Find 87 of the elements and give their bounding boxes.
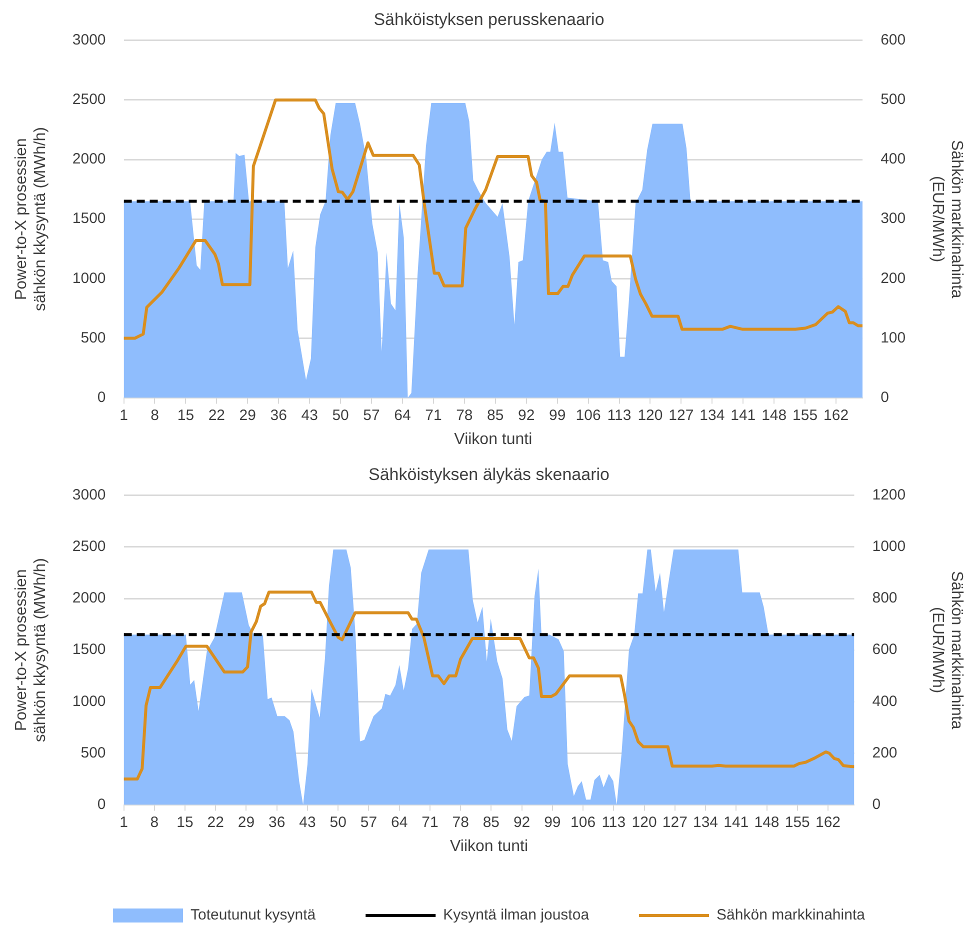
x-tick-label: 127 bbox=[668, 406, 694, 424]
x-tick-label: 71 bbox=[425, 406, 442, 424]
x-tick-label: 57 bbox=[360, 814, 378, 831]
x-tick-label: 8 bbox=[150, 406, 159, 424]
legend-label: Sähkön markkinahinta bbox=[716, 906, 866, 924]
x-tick-label: 78 bbox=[456, 406, 473, 424]
y-tick-label: 500 bbox=[80, 744, 106, 762]
legend-label: Toteutunut kysyntä bbox=[190, 906, 316, 924]
x-tick-label: 43 bbox=[301, 406, 318, 424]
x-tick-label: 57 bbox=[363, 406, 380, 424]
y-axis-title: Power-to-X prosessien sähkön kkysyntä (MWh/h) bbox=[13, 558, 50, 742]
x-tick-label: 64 bbox=[390, 814, 408, 831]
x-tick-label: 127 bbox=[662, 814, 688, 831]
y-tick-label: 500 bbox=[80, 329, 106, 346]
y-tick-label: 2000 bbox=[72, 590, 106, 607]
x-tick-label: 43 bbox=[299, 814, 316, 831]
x-tick-label: 141 bbox=[724, 814, 749, 831]
x-tick-label: 85 bbox=[487, 406, 504, 424]
x-tick-label: 50 bbox=[330, 814, 346, 831]
x-tick-label: 155 bbox=[784, 814, 810, 831]
x-tick-label: 92 bbox=[513, 814, 530, 831]
x-tick-label: 106 bbox=[570, 814, 596, 831]
x-tick-label: 113 bbox=[607, 406, 632, 424]
y2-tick-label: 500 bbox=[880, 91, 906, 108]
y2-tick-label: 200 bbox=[872, 744, 898, 762]
x-tick-label: 22 bbox=[208, 406, 226, 424]
y2-tick-label: 100 bbox=[880, 329, 906, 346]
x-tick-label: 148 bbox=[754, 814, 780, 831]
x-tick-label: 71 bbox=[422, 814, 438, 831]
y2-tick-label: 1200 bbox=[872, 486, 906, 504]
x-tick-label: 8 bbox=[150, 814, 159, 831]
y-tick-label: 3000 bbox=[72, 32, 106, 49]
y2-tick-label: 400 bbox=[880, 150, 906, 168]
x-tick-label: 36 bbox=[268, 814, 286, 831]
x-tick-label: 92 bbox=[518, 406, 535, 424]
x-tick-label: 148 bbox=[762, 406, 787, 424]
x-tick-label: 1 bbox=[120, 814, 128, 831]
y-axis-title: Power-to-X prosessien sähkön kkysyntä (MWh/h) bbox=[13, 127, 50, 312]
x-tick-label: 50 bbox=[332, 406, 349, 424]
x-axis-title: Viikon tunti bbox=[450, 838, 528, 855]
chart-title: Sähköistyksen älykäs skenaario bbox=[368, 464, 610, 484]
x-tick-label: 1 bbox=[120, 406, 128, 424]
y2-tick-label: 200 bbox=[880, 270, 906, 287]
y2-tick-label: 0 bbox=[872, 796, 881, 813]
x-tick-label: 141 bbox=[730, 406, 756, 424]
y-tick-label: 1000 bbox=[72, 692, 106, 710]
y2-tick-label: 600 bbox=[880, 32, 906, 49]
x-tick-label: 134 bbox=[693, 814, 718, 831]
y2-tick-label: 300 bbox=[880, 210, 906, 228]
y-tick-label: 2500 bbox=[72, 91, 106, 108]
x-tick-label: 120 bbox=[638, 406, 663, 424]
x-tick-label: 134 bbox=[700, 406, 725, 424]
x-tick-label: 64 bbox=[394, 406, 411, 424]
x-tick-label: 162 bbox=[824, 406, 849, 424]
x-tick-label: 162 bbox=[815, 814, 840, 831]
x-tick-label: 15 bbox=[177, 406, 194, 424]
y-tick-label: 3000 bbox=[72, 486, 106, 504]
y2-axis-title: Sähkön markkinahinta (EUR/MWh) bbox=[928, 570, 965, 730]
chart-title: Sähköistyksen perusskenaario bbox=[374, 10, 604, 29]
y-tick-label: 1000 bbox=[72, 270, 106, 287]
y-tick-label: 0 bbox=[97, 796, 106, 813]
y2-axis-title: Sähkön markkinahinta (EUR/MWh) bbox=[928, 140, 965, 298]
x-tick-label: 120 bbox=[632, 814, 657, 831]
x-tick-label: 29 bbox=[238, 814, 255, 831]
y-tick-label: 2500 bbox=[72, 538, 106, 556]
y-tick-label: 1500 bbox=[72, 641, 106, 658]
y-tick-label: 1500 bbox=[72, 210, 106, 228]
legend-label: Kysyntä ilman joustoa bbox=[443, 906, 590, 924]
x-tick-label: 113 bbox=[602, 814, 626, 831]
x-tick-label: 155 bbox=[792, 406, 818, 424]
x-tick-label: 29 bbox=[239, 406, 256, 424]
x-tick-label: 36 bbox=[270, 406, 287, 424]
y2-tick-label: 800 bbox=[872, 590, 898, 607]
y-tick-label: 2000 bbox=[72, 150, 106, 168]
y2-tick-label: 1000 bbox=[872, 538, 906, 556]
y-tick-label: 0 bbox=[97, 388, 106, 406]
x-tick-label: 15 bbox=[176, 814, 194, 831]
y2-tick-label: 400 bbox=[872, 692, 898, 710]
y2-tick-label: 600 bbox=[872, 641, 898, 658]
x-axis-title: Viikon tunti bbox=[454, 430, 532, 448]
x-tick-label: 106 bbox=[576, 406, 601, 424]
x-tick-label: 78 bbox=[452, 814, 469, 831]
x-tick-label: 99 bbox=[548, 406, 566, 424]
x-tick-label: 99 bbox=[544, 814, 561, 831]
y2-tick-label: 0 bbox=[880, 388, 889, 406]
x-tick-label: 22 bbox=[207, 814, 224, 831]
x-tick-label: 85 bbox=[482, 814, 500, 831]
